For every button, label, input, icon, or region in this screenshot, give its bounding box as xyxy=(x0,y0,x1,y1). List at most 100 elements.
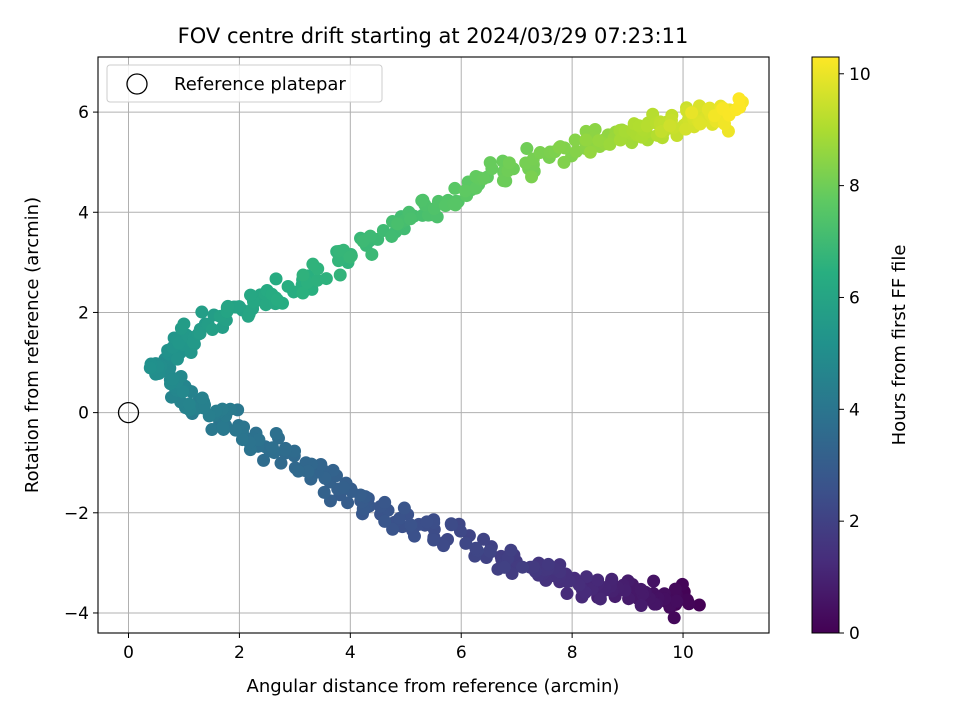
data-point xyxy=(663,119,677,133)
data-point xyxy=(458,184,472,198)
data-point xyxy=(404,518,418,532)
data-point xyxy=(343,250,357,264)
y-tick-label: 6 xyxy=(78,103,89,123)
data-point xyxy=(593,592,607,606)
data-point xyxy=(583,145,597,159)
data-point xyxy=(568,133,582,147)
grid-lines xyxy=(98,57,769,633)
data-point xyxy=(560,587,574,601)
data-point xyxy=(647,574,661,588)
data-point xyxy=(205,322,219,336)
colorbar: 0 2 4 6 8 10 Hours from first FF file xyxy=(811,56,910,644)
data-point xyxy=(448,181,462,195)
data-point xyxy=(407,529,421,543)
y-tick-label: −4 xyxy=(64,604,89,624)
colorbar-tick-label: 2 xyxy=(849,512,860,532)
data-point xyxy=(235,433,249,447)
data-point xyxy=(634,582,648,596)
reference-marker xyxy=(117,401,140,424)
data-point xyxy=(378,495,392,509)
data-point xyxy=(182,397,196,411)
data-point xyxy=(525,170,539,184)
colorbar-tick-label: 6 xyxy=(849,288,860,308)
data-point xyxy=(244,288,258,302)
data-point xyxy=(296,286,310,300)
data-point xyxy=(266,441,280,455)
data-point xyxy=(397,501,411,515)
colorbar-tick-label: 4 xyxy=(849,400,860,420)
y-axis-ticks: −4 −2 0 2 4 6 xyxy=(64,103,98,624)
data-point xyxy=(527,560,541,574)
data-point xyxy=(605,572,619,586)
data-point xyxy=(469,541,483,555)
data-point xyxy=(572,578,586,592)
data-point xyxy=(497,560,511,574)
data-point xyxy=(326,463,340,477)
data-point xyxy=(257,453,271,467)
colorbar-ticks: 0 2 4 6 8 10 xyxy=(839,65,871,644)
reference-platepar-marker xyxy=(117,401,140,424)
data-point xyxy=(693,117,707,131)
data-point xyxy=(448,198,462,212)
data-point xyxy=(541,557,555,571)
y-tick-label: −2 xyxy=(64,504,89,524)
data-point xyxy=(437,539,451,553)
data-point xyxy=(670,594,684,608)
data-point xyxy=(634,599,648,613)
data-point xyxy=(195,391,209,405)
data-point xyxy=(403,212,417,226)
colorbar-tick-label: 8 xyxy=(849,177,860,197)
data-point xyxy=(278,443,292,457)
data-point xyxy=(552,140,566,154)
data-point xyxy=(667,611,681,625)
data-point xyxy=(274,456,288,470)
data-point xyxy=(336,481,350,495)
data-point xyxy=(496,174,510,188)
data-point xyxy=(732,92,746,106)
data-point xyxy=(579,133,593,147)
legend: Reference platepar xyxy=(106,64,383,103)
data-point xyxy=(314,458,328,472)
data-point xyxy=(221,299,235,313)
data-point xyxy=(317,485,331,499)
x-tick-label: 6 xyxy=(456,643,467,663)
data-point xyxy=(533,146,547,160)
data-point xyxy=(476,172,490,186)
data-point xyxy=(333,268,347,282)
data-point xyxy=(603,137,617,151)
data-point xyxy=(195,305,209,319)
data-point xyxy=(427,533,441,547)
data-point xyxy=(172,336,186,350)
data-point xyxy=(420,515,434,529)
data-point xyxy=(668,582,682,596)
x-tick-label: 8 xyxy=(567,643,578,663)
chart-title: FOV centre drift starting at 2024/03/29 … xyxy=(178,24,689,48)
y-tick-label: 4 xyxy=(78,203,89,223)
data-point xyxy=(520,142,534,156)
x-tick-label: 2 xyxy=(234,643,245,663)
data-point xyxy=(504,543,518,557)
y-tick-label: 0 xyxy=(78,404,89,424)
data-point xyxy=(453,524,467,538)
legend-box xyxy=(106,64,383,103)
x-tick-label: 10 xyxy=(672,643,694,663)
data-point xyxy=(229,423,243,437)
data-point xyxy=(502,156,516,170)
data-point xyxy=(591,573,605,587)
data-point xyxy=(170,352,184,366)
data-point xyxy=(363,229,377,243)
data-point xyxy=(483,544,497,558)
data-point xyxy=(386,522,400,536)
colorbar-label: Hours from first FF file xyxy=(889,245,910,446)
data-point xyxy=(592,134,606,148)
legend-marker-icon xyxy=(126,73,148,95)
data-point xyxy=(393,511,407,525)
data-point xyxy=(205,423,219,437)
data-point xyxy=(270,293,284,307)
data-point xyxy=(216,420,230,434)
plot-frame xyxy=(97,56,770,634)
data-point xyxy=(415,194,429,208)
data-point xyxy=(685,106,699,120)
y-axis-label: Rotation from reference (arcmin) xyxy=(22,197,43,493)
data-point xyxy=(193,326,207,340)
